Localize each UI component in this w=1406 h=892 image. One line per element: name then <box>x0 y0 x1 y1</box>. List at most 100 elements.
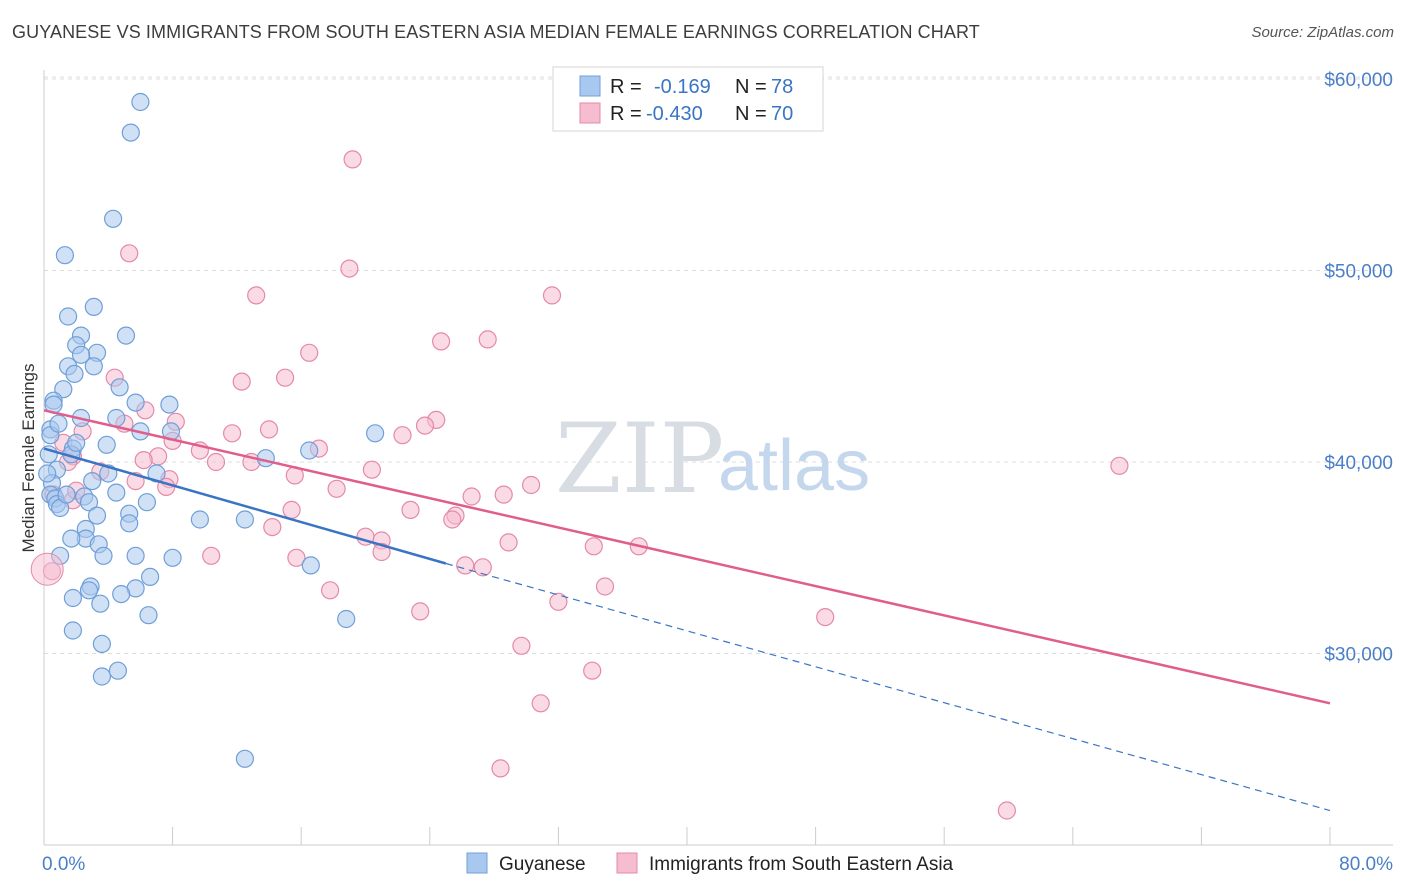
point-immigrants <box>232 372 251 391</box>
y-tick-label: $40,000 <box>1324 453 1393 474</box>
point-guyanese <box>84 357 103 376</box>
point-immigrants <box>411 602 430 621</box>
legend-n-label-2: N = <box>735 103 767 125</box>
x-tick-label-min: 0.0% <box>42 854 85 875</box>
series-legend: Guyanese Immigrants from South Eastern A… <box>466 852 954 875</box>
point-guyanese <box>79 581 99 600</box>
legend-swatch-pink <box>579 102 601 124</box>
point-immigrants <box>595 577 615 596</box>
point-immigrants <box>120 244 139 263</box>
point-immigrants <box>478 330 497 349</box>
legend-r-value-2: -0.430 <box>646 103 703 125</box>
legend-n-label-1: N = <box>735 76 767 98</box>
point-immigrants <box>206 452 226 472</box>
series-legend-swatch-guyanese <box>466 852 488 874</box>
point-immigrants <box>259 420 279 439</box>
point-immigrants <box>282 500 301 519</box>
point-guyanese <box>301 556 320 575</box>
trend-lines <box>43 409 1331 812</box>
legend-r-value-1: -0.169 <box>654 76 711 98</box>
point-immigrants <box>415 416 435 435</box>
point-immigrants <box>372 542 391 562</box>
point-guyanese <box>65 364 84 383</box>
point-immigrants <box>134 451 153 470</box>
x-tick-label-max: 80.0% <box>1339 854 1393 875</box>
y-tick-labels: $30,000 $40,000 $50,000 $60,000 <box>1324 70 1393 666</box>
point-guyanese <box>49 414 68 433</box>
point-guyanese <box>87 506 107 525</box>
point-guyanese <box>116 326 136 345</box>
point-guyanese <box>84 297 103 316</box>
point-guyanese <box>126 393 145 412</box>
point-immigrants <box>202 546 221 565</box>
point-immigrants <box>343 150 362 169</box>
scatter-points <box>30 92 1129 820</box>
watermark-zip: ZIP <box>555 403 724 515</box>
point-immigrants <box>327 479 346 498</box>
series-legend-label-immigrants: Immigrants from South Eastern Asia <box>649 854 954 875</box>
point-guyanese <box>58 307 78 326</box>
point-guyanese <box>63 621 83 640</box>
watermark-atlas: atlas <box>718 426 870 506</box>
point-immigrants <box>499 533 518 552</box>
point-immigrants <box>1110 456 1129 475</box>
point-guyanese <box>92 634 112 654</box>
point-immigrants <box>997 801 1017 820</box>
point-immigrants <box>287 548 306 567</box>
legend-swatch-blue <box>579 75 601 97</box>
point-guyanese <box>39 445 58 464</box>
x-axis-ticks <box>43 827 1331 845</box>
point-immigrants <box>401 500 420 519</box>
point-guyanese <box>337 609 356 629</box>
point-immigrants <box>531 694 550 713</box>
point-guyanese <box>126 546 145 565</box>
legend-n-value-2: 70 <box>771 103 793 125</box>
point-immigrants <box>300 343 319 362</box>
point-guyanese <box>107 483 126 502</box>
point-guyanese <box>235 510 254 529</box>
point-guyanese <box>120 514 139 533</box>
point-guyanese <box>131 92 150 112</box>
point-guyanese <box>190 510 209 529</box>
point-immigrants-cluster <box>30 552 64 586</box>
point-immigrants <box>521 475 541 495</box>
point-immigrants <box>263 517 282 537</box>
point-immigrants <box>276 368 295 387</box>
point-immigrants <box>432 332 451 351</box>
point-guyanese <box>83 472 102 491</box>
point-guyanese <box>121 123 140 142</box>
point-guyanese <box>63 588 83 608</box>
point-guyanese <box>300 441 319 460</box>
point-immigrants <box>362 460 381 479</box>
point-guyanese <box>107 408 126 428</box>
series-legend-label-guyanese: Guyanese <box>499 854 586 875</box>
point-immigrants <box>223 424 242 443</box>
chart-title: GUYANESE VS IMMIGRANTS FROM SOUTH EASTER… <box>12 22 980 42</box>
point-guyanese <box>139 606 158 625</box>
point-guyanese <box>62 529 81 548</box>
point-guyanese <box>92 667 112 686</box>
point-guyanese <box>141 567 160 587</box>
trend-line-guyanese <box>43 447 447 565</box>
point-guyanese <box>57 485 76 504</box>
point-immigrants <box>443 510 462 529</box>
point-guyanese <box>55 246 75 265</box>
y-axis-label: Median Female Earnings <box>19 364 38 553</box>
point-immigrants <box>583 661 602 680</box>
point-guyanese <box>366 424 385 443</box>
grid-lines <box>44 76 1393 654</box>
series-legend-swatch-immigrants <box>616 852 638 874</box>
point-guyanese <box>67 433 86 452</box>
legend-r-label-1: R = <box>610 76 642 98</box>
y-tick-label: $50,000 <box>1324 262 1393 283</box>
legend-r-label-2: R = <box>610 103 642 125</box>
point-guyanese <box>91 594 110 613</box>
trend-line-immigrants <box>43 409 1331 705</box>
point-immigrants <box>473 558 492 577</box>
point-guyanese <box>79 493 99 512</box>
point-immigrants <box>494 485 513 504</box>
point-immigrants <box>542 286 562 305</box>
point-immigrants <box>321 581 340 600</box>
point-immigrants <box>584 537 603 556</box>
